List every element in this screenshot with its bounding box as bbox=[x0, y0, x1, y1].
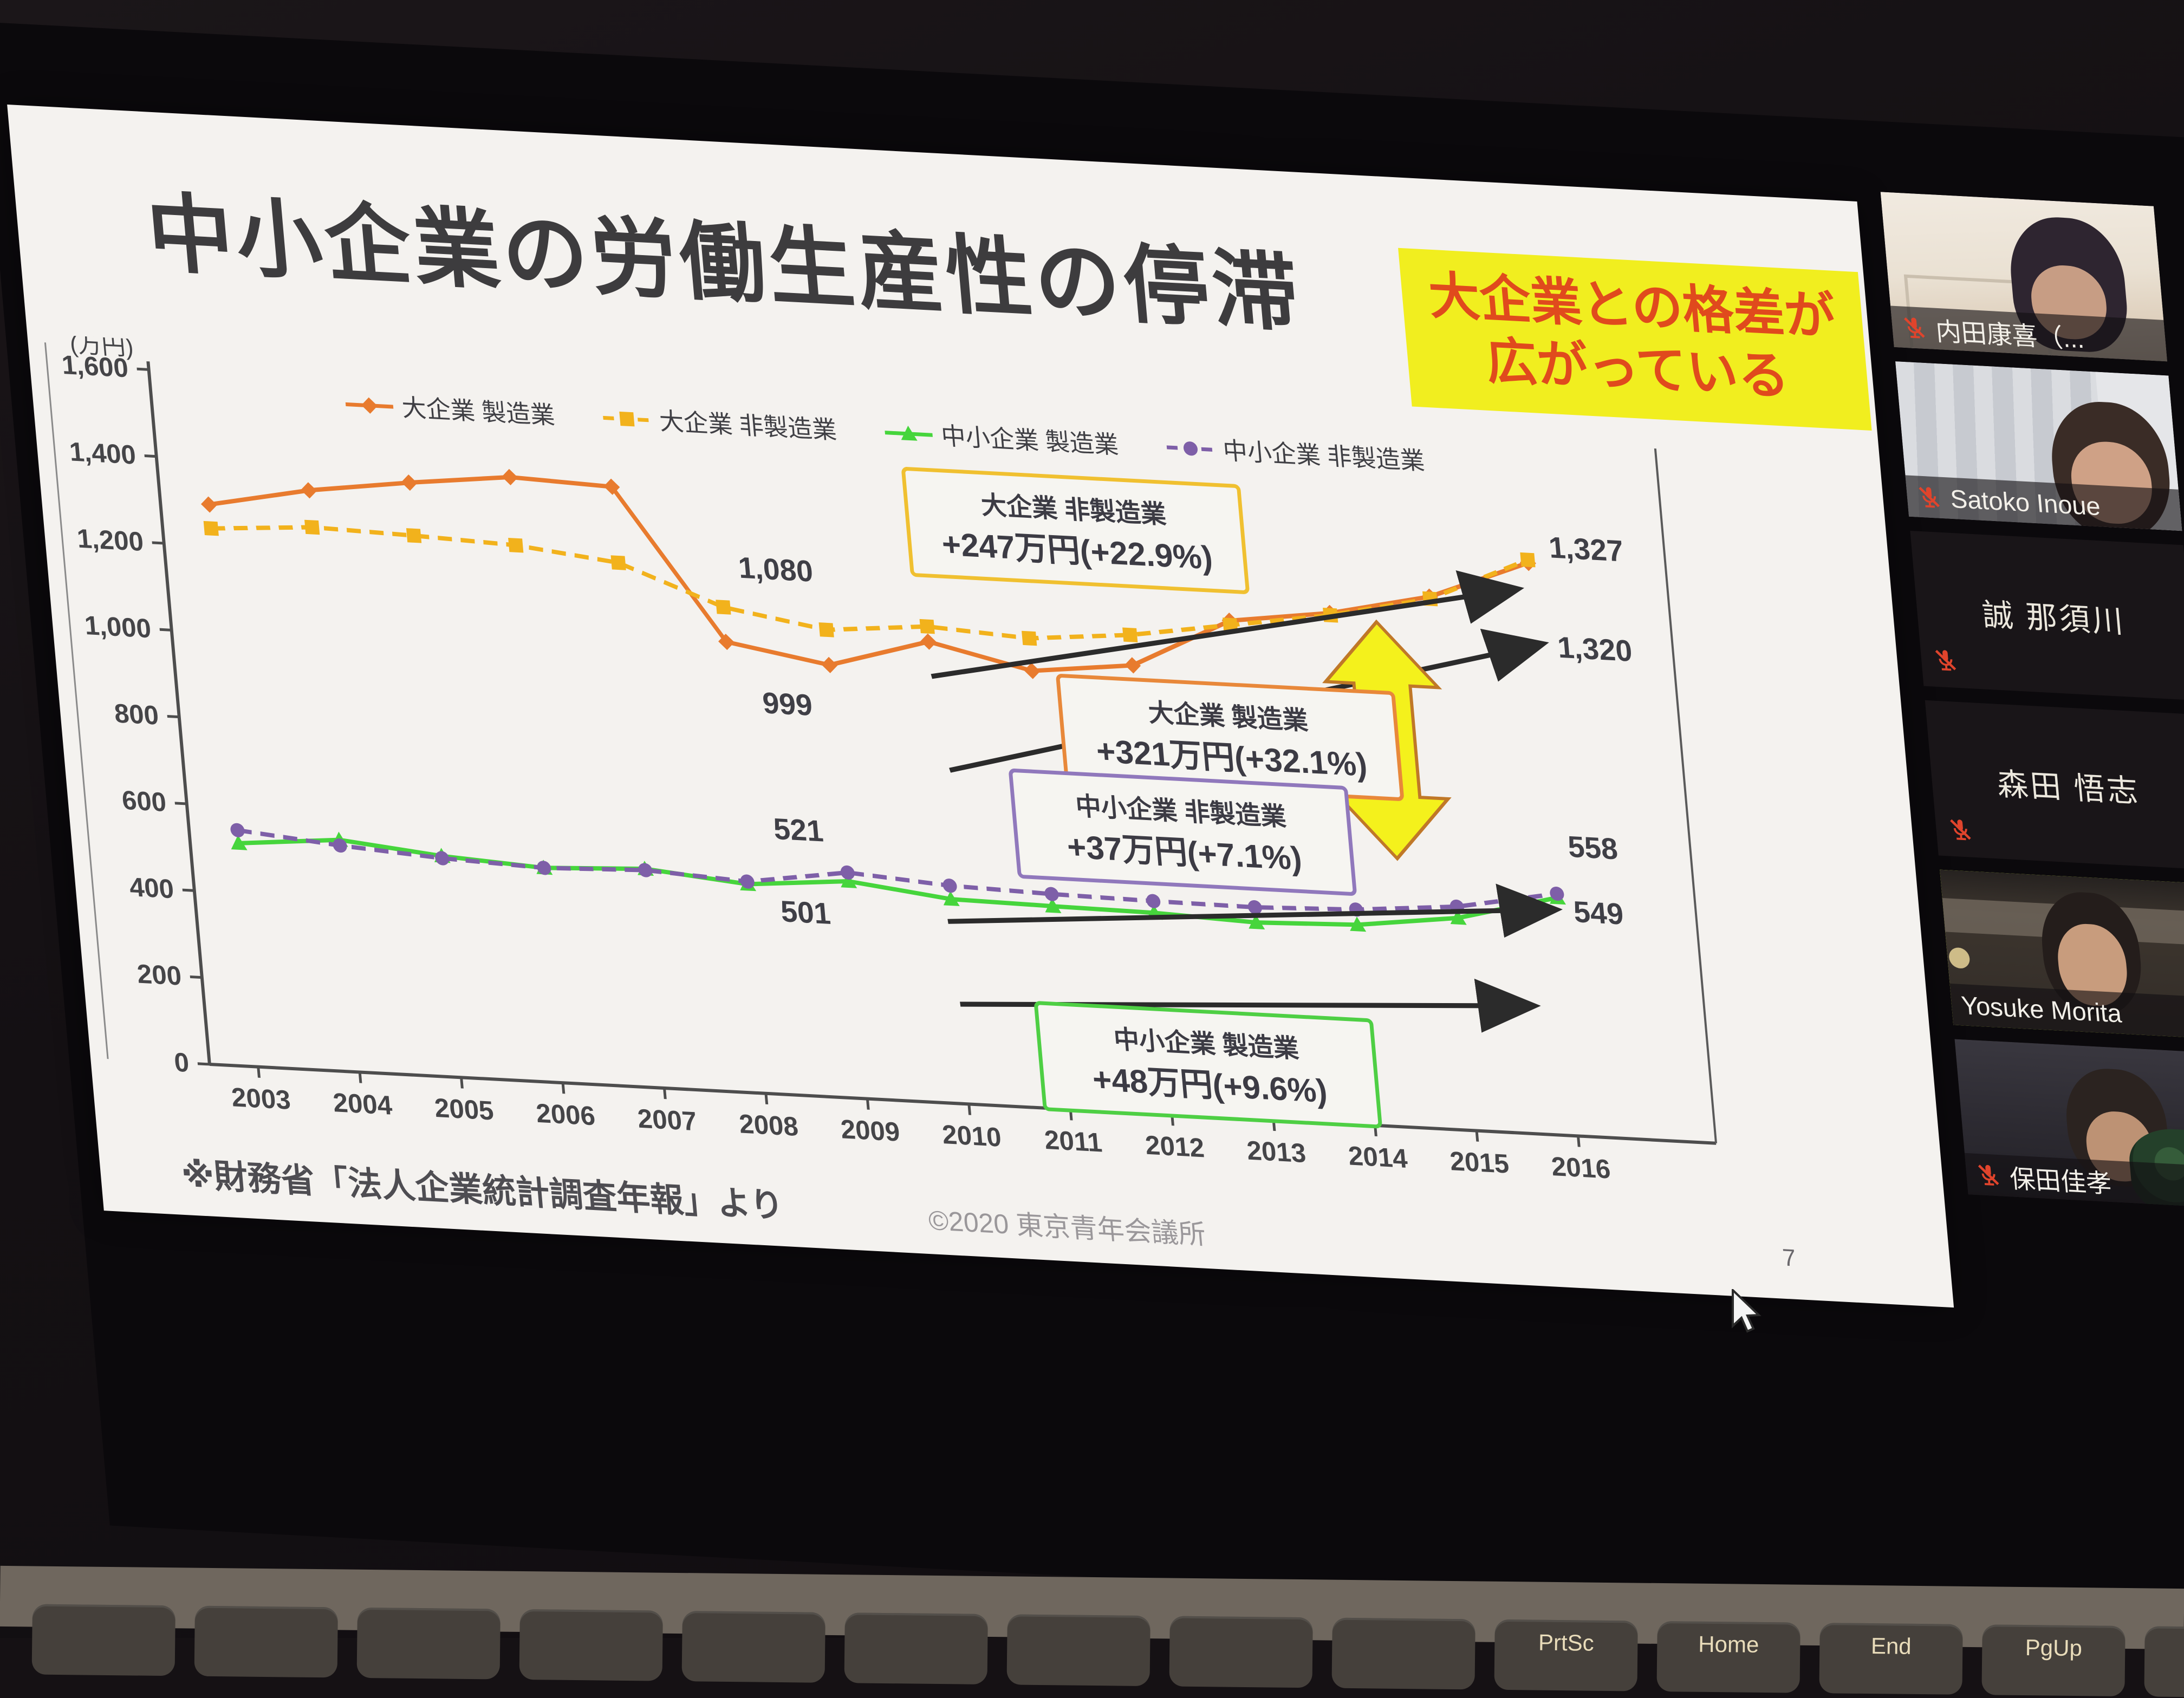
svg-text:2012: 2012 bbox=[1144, 1130, 1206, 1163]
svg-text:2015: 2015 bbox=[1448, 1146, 1510, 1179]
svg-text:2010: 2010 bbox=[941, 1120, 1003, 1153]
slide-title: 中小企業の労働生産性の停滞 bbox=[141, 163, 1305, 348]
participant-tile-2[interactable]: Satoko Inoue bbox=[1895, 361, 2182, 531]
keyboard-key[interactable] bbox=[2144, 1626, 2184, 1698]
value-label: 1,320 bbox=[1556, 630, 1634, 668]
value-label: 1,327 bbox=[1548, 530, 1625, 568]
svg-text:2004: 2004 bbox=[332, 1088, 394, 1121]
svg-text:中小企業 非製造業: 中小企業 非製造業 bbox=[1222, 437, 1426, 475]
keyboard-key[interactable] bbox=[194, 1606, 338, 1678]
keyboard-key-prtsc[interactable]: PrtSc bbox=[1494, 1619, 1637, 1692]
svg-text:200: 200 bbox=[136, 959, 183, 991]
participant-name: Yosuke Morita bbox=[1960, 990, 2123, 1028]
svg-text:大企業 非製造業: 大企業 非製造業 bbox=[658, 407, 838, 444]
annotation-box: 大企業 非製造業+247万円(+22.9%) bbox=[903, 469, 1247, 593]
series-大企業 非製造業 bbox=[200, 483, 1545, 674]
svg-text:2014: 2014 bbox=[1347, 1141, 1409, 1174]
keyboard-key[interactable] bbox=[1169, 1616, 1312, 1688]
participant-tile-3[interactable]: 誠 那須川 bbox=[1910, 531, 2184, 700]
laptop-screen: 中小企業の労働生産性の停滞 大企業との格差が 広がっている 0 200 400 600… bbox=[0, 22, 2184, 1649]
svg-text:1,000: 1,000 bbox=[83, 610, 152, 643]
svg-text:2011: 2011 bbox=[1043, 1125, 1103, 1158]
svg-text:2007: 2007 bbox=[636, 1104, 698, 1137]
svg-text:(万円): (万円) bbox=[69, 334, 134, 361]
mouse-cursor-icon bbox=[1731, 1289, 1773, 1335]
keyboard-key[interactable] bbox=[844, 1612, 988, 1684]
participant-tile-6[interactable]: 保田佳孝 bbox=[1954, 1039, 2184, 1209]
legend-item: 中小企業 非製造業 bbox=[1166, 434, 1426, 475]
legend-item: 大企業 製造業 bbox=[344, 391, 556, 430]
svg-text:中小企業 製造業: 中小企業 製造業 bbox=[940, 422, 1120, 459]
muted-mic-icon bbox=[1975, 1162, 2002, 1188]
participant-tile-1[interactable]: 内田康喜（... bbox=[1881, 192, 2167, 361]
muted-mic-icon bbox=[1901, 314, 1928, 341]
svg-text:600: 600 bbox=[121, 785, 167, 817]
value-label: 501 bbox=[779, 894, 832, 931]
keyboard-key[interactable] bbox=[1331, 1618, 1475, 1690]
participant-tile-5[interactable]: Yosuke Morita bbox=[1940, 870, 2184, 1039]
keyboard-key-home[interactable]: Home bbox=[1656, 1621, 1800, 1693]
presentation-slide: 中小企業の労働生産性の停滞 大企業との格差が 広がっている 0 200 400 600… bbox=[7, 105, 1954, 1307]
value-label: 558 bbox=[1566, 830, 1619, 866]
page-number: 7 bbox=[1782, 1244, 1797, 1272]
svg-text:2013: 2013 bbox=[1245, 1135, 1307, 1168]
participant-name: 内田康喜（... bbox=[1934, 310, 2085, 355]
copyright-note: ©2020 東京青年会議所 bbox=[927, 1199, 1207, 1252]
muted-mic-icon bbox=[1916, 484, 1943, 510]
value-label: 999 bbox=[761, 686, 814, 722]
svg-text:2008: 2008 bbox=[738, 1109, 800, 1142]
keyboard-key[interactable] bbox=[519, 1609, 663, 1681]
gap-callout-box: 大企業との格差が 広がっている bbox=[1398, 248, 1871, 431]
annotation-box: 中小企業 非製造業+37万円(+7.1%) bbox=[1010, 770, 1355, 894]
svg-text:0: 0 bbox=[173, 1048, 190, 1078]
participant-name: Satoko Inoue bbox=[1949, 483, 2101, 521]
keyboard-key[interactable] bbox=[682, 1611, 826, 1683]
keyboard-key[interactable] bbox=[357, 1608, 500, 1680]
svg-text:2016: 2016 bbox=[1550, 1151, 1612, 1185]
value-label: 1,080 bbox=[737, 551, 814, 588]
keyboard-key-pgup[interactable]: PgUp bbox=[1981, 1624, 2125, 1696]
svg-text:2006: 2006 bbox=[535, 1098, 596, 1131]
svg-text:2003: 2003 bbox=[230, 1082, 292, 1115]
keyboard-key[interactable] bbox=[1007, 1614, 1150, 1686]
participant-name: 保田佳孝 bbox=[2008, 1157, 2113, 1200]
participant-tile-4[interactable]: 森田 悟志 bbox=[1925, 700, 2184, 870]
svg-text:400: 400 bbox=[128, 872, 175, 904]
legend-item: 中小企業 製造業 bbox=[884, 419, 1120, 459]
line-chart-svg: 02004006008001,0001,2001,4001,600(万円)200… bbox=[38, 334, 1817, 1225]
legend-item: 大企業 非製造業 bbox=[602, 404, 837, 444]
keyboard-key-end[interactable]: End bbox=[1819, 1623, 1962, 1695]
annotation-box: 中小企業 製造業+48万円(+9.6%) bbox=[1036, 1003, 1380, 1127]
svg-text:1,200: 1,200 bbox=[76, 524, 145, 557]
svg-text:2005: 2005 bbox=[433, 1093, 495, 1126]
muted-mic-icon bbox=[1932, 647, 1959, 673]
photo-background: 中小企業の労働生産性の停滞 大企業との格差が 広がっている 0 200 400 600… bbox=[0, 0, 2184, 1638]
series-中小企業 製造業 bbox=[229, 820, 1570, 946]
keyboard-key[interactable] bbox=[32, 1604, 176, 1676]
svg-text:2009: 2009 bbox=[840, 1114, 901, 1147]
svg-text:800: 800 bbox=[113, 698, 160, 730]
value-label: 521 bbox=[772, 812, 824, 848]
svg-text:1,400: 1,400 bbox=[68, 437, 137, 470]
value-label: 549 bbox=[1572, 895, 1625, 931]
svg-text:大企業 製造業: 大企業 製造業 bbox=[401, 394, 556, 430]
muted-mic-badge bbox=[1947, 816, 1974, 845]
muted-mic-badge bbox=[1932, 647, 1959, 676]
muted-mic-icon bbox=[1947, 816, 1974, 843]
